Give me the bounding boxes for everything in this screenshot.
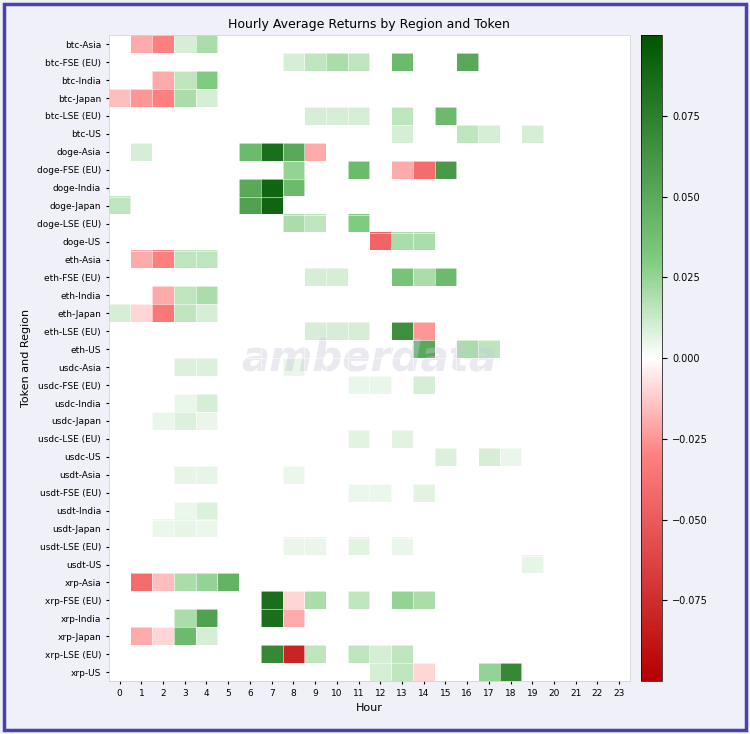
Y-axis label: Token and Region: Token and Region <box>21 309 32 407</box>
X-axis label: Hour: Hour <box>356 703 382 713</box>
Text: amberdata: amberdata <box>242 337 497 379</box>
Title: Hourly Average Returns by Region and Token: Hourly Average Returns by Region and Tok… <box>229 18 510 32</box>
